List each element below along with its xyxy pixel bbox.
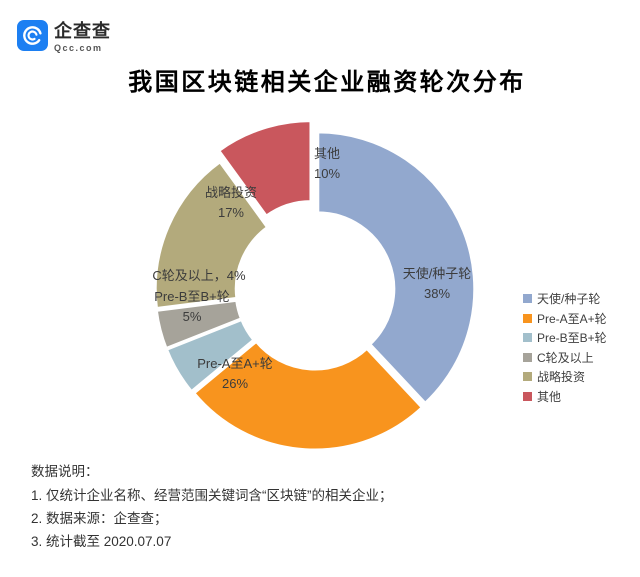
legend-item-3: Pre-B至B+轮: [523, 328, 607, 348]
legend-label: Pre-B至B+轮: [537, 331, 607, 346]
notes-item-3: 3. 统计截至 2020.07.07: [31, 534, 172, 549]
donut-slice-1: [316, 130, 477, 405]
data-notes: 数据说明： 1. 仅统计企业名称、经营范围关键词含“区块链”的相关企业； 2. …: [31, 460, 393, 553]
legend-label: C轮及以上: [537, 350, 594, 365]
legend-item-4: C轮及以上: [523, 348, 607, 368]
legend-label: 天使/种子轮: [537, 292, 601, 307]
legend-swatch-icon: [523, 333, 532, 343]
legend-item-5: 战略投资: [523, 367, 607, 387]
qcc-logo-text: 企查查 Qcc.com: [54, 20, 111, 53]
legend-item-1: 天使/种子轮: [523, 289, 607, 309]
slice-label-6: 其他 10%: [313, 146, 341, 181]
slice-label-4: C轮及以上，4%: [152, 268, 246, 283]
legend-swatch-icon: [523, 313, 532, 323]
slice-label-3: Pre-B至B+轮 5%: [154, 289, 230, 324]
legend-swatch-icon: [523, 391, 532, 401]
slice-label-1: 天使/种子轮 38%: [402, 266, 472, 301]
slice-label-5: 战略投资 17%: [204, 185, 258, 220]
brand-domain: Qcc.com: [54, 43, 103, 53]
brand-name: 企查查: [54, 21, 111, 41]
notes-item-2: 2. 数据来源：企查查；: [31, 511, 168, 526]
legend-swatch-icon: [523, 294, 532, 304]
donut-slice-6: [217, 119, 313, 218]
donut-slice-4: [154, 298, 243, 351]
notes-heading: 数据说明：: [31, 464, 99, 479]
legend-swatch-icon: [523, 352, 532, 362]
chart-legend: 天使/种子轮 Pre-A至A+轮 Pre-B至B+轮 C轮及以上战略投资其他: [523, 289, 607, 406]
legend-label: 战略投资: [537, 370, 586, 385]
donut-slice-5: [153, 160, 270, 310]
donut-slice-2: [192, 339, 424, 452]
qcc-logo-icon: [17, 20, 48, 51]
legend-label: Pre-A至A+轮: [537, 311, 607, 326]
legend-swatch-icon: [523, 372, 532, 382]
page-title: 我国区块链相关企业融资轮次分布: [128, 69, 526, 96]
notes-item-1: 1. 仅统计企业名称、经营范围关键词含“区块链”的相关企业；: [31, 488, 393, 503]
legend-item-2: Pre-A至A+轮: [523, 309, 607, 329]
legend-label: 其他: [537, 389, 562, 404]
legend-item-6: 其他: [523, 387, 607, 407]
slice-label-2: Pre-A至A+轮 26%: [197, 356, 273, 391]
qcc-logo: 企查查 Qcc.com: [17, 20, 111, 53]
